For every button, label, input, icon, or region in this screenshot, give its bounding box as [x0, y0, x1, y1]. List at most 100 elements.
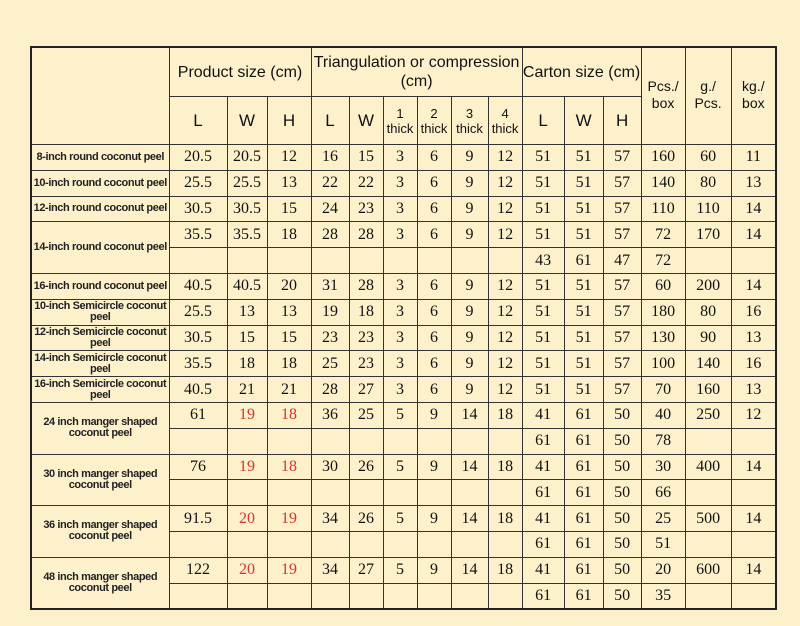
value-cell: 110: [640, 195, 686, 223]
product-name: 30 inch manger shaped coconut peel: [30, 453, 170, 507]
sub-header: H: [266, 96, 312, 145]
sub-header: W: [226, 96, 268, 145]
value-cell: 51: [521, 324, 565, 352]
value-cell: 80: [684, 298, 732, 326]
value-cell: 18: [487, 453, 523, 481]
value-cell: 34: [310, 556, 350, 584]
value-cell: 51: [640, 530, 686, 558]
value-cell: 15: [348, 144, 384, 171]
value-cell: 18: [266, 221, 312, 249]
value-cell: 6: [416, 350, 452, 378]
empty-cell: [226, 247, 268, 274]
empty-cell: [416, 530, 452, 558]
table-row: 48 inch manger shaped coconut peel 122 20 1…: [30, 556, 777, 610]
value-cell: 70: [640, 376, 686, 403]
value-cell: 12: [730, 401, 777, 429]
value-cell: 51: [521, 272, 565, 300]
empty-cell: [226, 427, 268, 455]
value-cell: 28: [348, 272, 384, 300]
empty-cell: [348, 479, 384, 507]
empty-cell: [168, 247, 228, 274]
value-cell: 50: [602, 453, 642, 481]
value-cell: 110: [684, 195, 732, 223]
value-cell: 28: [348, 221, 384, 249]
value-cell: 9: [450, 324, 489, 352]
value-cell: 21: [226, 376, 268, 403]
table-row: 10-inch round coconut peel 25.5 25.5 13 22 22…: [30, 169, 777, 197]
value-cell: 90: [684, 324, 732, 352]
value-cell: 25: [640, 505, 686, 532]
value-cell: 91.5: [168, 505, 228, 532]
value-cell: 20.5: [226, 144, 268, 171]
table-row: 12-inch round coconut peel 30.5 30.5 15 24 23…: [30, 195, 777, 223]
value-cell: 6: [416, 376, 452, 403]
empty-cell: [310, 427, 350, 455]
value-cell: 51: [563, 350, 604, 378]
value-cell: 25.5: [168, 298, 228, 326]
empty-cell: [348, 427, 384, 455]
empty-cell: [487, 479, 523, 507]
value-cell: 13: [730, 169, 777, 197]
value-cell: 20: [226, 505, 268, 532]
value-cell: 14: [450, 453, 489, 481]
value-cell: 51: [563, 298, 604, 326]
value-cell: 5: [382, 505, 418, 532]
empty-cell: [348, 582, 384, 610]
value-cell: 3: [382, 324, 418, 352]
empty-cell: [730, 479, 777, 507]
empty-cell: [450, 582, 489, 610]
empty-cell: [487, 530, 523, 558]
value-cell: 13: [226, 298, 268, 326]
empty-cell: [684, 530, 732, 558]
value-cell: 9: [450, 195, 489, 223]
empty-cell: [168, 530, 228, 558]
value-cell: 61: [563, 479, 604, 507]
sub-header: W: [563, 96, 604, 145]
value-cell: 9: [450, 376, 489, 403]
table-row: 8-inch round coconut peel 20.5 20.5 12 16 15 3…: [30, 144, 777, 171]
value-cell: 13: [730, 324, 777, 352]
value-cell: 18: [487, 505, 523, 532]
empty-cell: [487, 427, 523, 455]
value-cell: 61: [521, 582, 565, 610]
empty-cell: [730, 530, 777, 558]
value-cell: 72: [640, 247, 686, 274]
value-cell: 19: [226, 401, 268, 429]
value-cell: 51: [563, 144, 604, 171]
value-cell: 12: [487, 376, 523, 403]
product-name: 10-inch Semicircle coconut peel: [30, 298, 170, 326]
table-row: 12-inch Semicircle coconut peel 30.5 15 15 2…: [30, 324, 777, 352]
value-cell: 18: [266, 350, 312, 378]
empty-cell: [730, 247, 777, 274]
value-cell: 30.5: [226, 195, 268, 223]
value-cell: 50: [602, 401, 642, 429]
value-cell: 140: [684, 350, 732, 378]
value-cell: 9: [450, 169, 489, 197]
value-cell: 35.5: [226, 221, 268, 249]
value-cell: 100: [640, 350, 686, 378]
value-cell: 14: [730, 556, 777, 584]
value-cell: 23: [348, 324, 384, 352]
empty-cell: [382, 247, 418, 274]
value-cell: 11: [730, 144, 777, 171]
value-cell: 12: [487, 350, 523, 378]
empty-cell: [266, 479, 312, 507]
value-cell: 41: [521, 453, 565, 481]
value-cell: 3: [382, 144, 418, 171]
value-cell: 9: [450, 272, 489, 300]
value-cell: 3: [382, 272, 418, 300]
value-cell: 50: [602, 556, 642, 584]
table-row: 43 61 47 72: [31, 247, 777, 274]
value-cell: 14: [730, 453, 777, 481]
value-cell: 180: [640, 298, 686, 326]
value-cell: 57: [602, 350, 642, 378]
product-name: 24 inch manger shaped coconut peel: [30, 401, 170, 455]
value-cell: 3: [382, 376, 418, 403]
product-name: 10-inch round coconut peel: [30, 169, 170, 197]
group-header: Triangulation or compression (cm): [310, 46, 523, 97]
value-cell: 20: [266, 272, 312, 300]
value-cell: 14: [450, 556, 489, 584]
empty-cell: [168, 427, 228, 455]
value-cell: 34: [310, 505, 350, 532]
sub-header: L: [521, 96, 565, 145]
